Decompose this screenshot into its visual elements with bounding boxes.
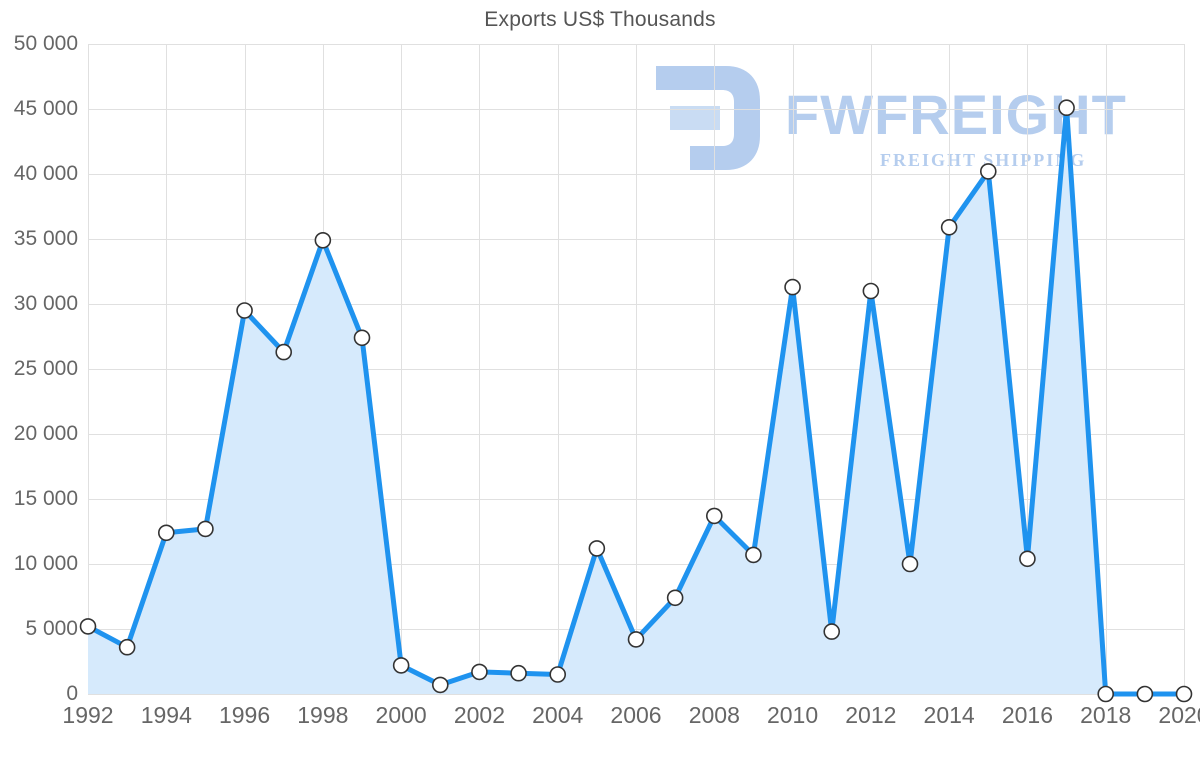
y-tick-label: 30 000 [13, 292, 78, 315]
data-point-marker[interactable] [940, 219, 958, 236]
y-tick-label: 15 000 [13, 487, 78, 510]
data-point-marker[interactable] [197, 520, 214, 538]
x-tick-label: 2018 [1080, 702, 1132, 728]
y-tick-label: 5 000 [25, 617, 78, 640]
y-gridline [88, 499, 1184, 500]
x-tick-label: 1992 [62, 702, 114, 728]
x-gridline [1184, 44, 1185, 694]
x-tick-label: 1998 [297, 702, 349, 728]
data-point-marker[interactable] [627, 631, 645, 648]
data-point-marker[interactable] [275, 343, 293, 361]
data-point-marker[interactable] [901, 555, 919, 573]
y-tick-label: 20 000 [13, 422, 78, 445]
data-point-marker[interactable] [392, 657, 410, 674]
data-point-marker[interactable] [118, 638, 136, 656]
x-tick-label: 2000 [375, 702, 427, 728]
y-gridline [88, 369, 1184, 370]
x-tick-label: 2012 [845, 702, 897, 728]
x-tick-label: 2008 [688, 702, 740, 728]
data-point-marker[interactable] [549, 666, 567, 683]
x-tick-label: 2002 [453, 702, 506, 728]
data-point-marker[interactable] [157, 524, 175, 542]
data-point-marker[interactable] [1058, 99, 1075, 117]
chart-title: Exports US$ Thousands [484, 8, 716, 31]
y-axis-labels: 0 5 000 10 000 15 000 20 000 25 000 30 000 35 0… [0, 32, 78, 705]
data-point-marker[interactable] [1136, 685, 1154, 703]
x-tick-label: 2020 [1158, 702, 1200, 728]
data-point-marker[interactable] [510, 664, 527, 682]
y-tick-label: 10 000 [13, 552, 78, 575]
data-point-marker[interactable] [314, 232, 332, 249]
data-point-marker[interactable] [79, 618, 97, 635]
data-point-marker[interactable] [1097, 685, 1115, 703]
data-point-marker[interactable] [823, 623, 841, 640]
data-point-marker[interactable] [1019, 550, 1036, 568]
x-axis-labels: 1992 1994 1996 1998 2000 2002 2004 2006 2008 2010… [62, 702, 1200, 742]
exports-area-series [79, 99, 1193, 703]
data-point-marker[interactable] [353, 329, 371, 347]
y-gridline [88, 44, 1184, 45]
x-tick-label: 2006 [610, 702, 662, 728]
y-tick-label: 25 000 [13, 357, 78, 380]
y-gridline [88, 434, 1184, 435]
y-gridline [88, 109, 1184, 110]
x-tick-label: 2010 [766, 702, 819, 728]
y-gridline [88, 694, 1184, 695]
data-point-marker[interactable] [784, 278, 801, 296]
data-point-marker[interactable] [666, 589, 684, 607]
x-tick-label: 2004 [532, 702, 584, 728]
y-gridline [88, 239, 1184, 240]
y-tick-label: 35 000 [13, 227, 78, 250]
x-tick-label: 2016 [1001, 702, 1054, 728]
data-point-marker[interactable] [979, 163, 997, 180]
y-tick-label: 0 [66, 682, 78, 705]
data-point-marker[interactable] [588, 540, 606, 557]
y-gridline [88, 564, 1184, 565]
y-gridline [88, 174, 1184, 175]
data-point-marker[interactable] [862, 282, 880, 300]
y-gridline [88, 304, 1184, 305]
x-tick-label: 1996 [218, 702, 271, 728]
y-tick-label: 45 000 [13, 97, 78, 120]
data-point-marker[interactable] [236, 302, 253, 319]
data-point-marker[interactable] [705, 507, 723, 525]
y-tick-label: 40 000 [13, 162, 78, 185]
area-fill [88, 107, 1184, 694]
data-point-marker[interactable] [471, 663, 488, 681]
plot-area [79, 44, 1193, 703]
y-tick-label: 50 000 [13, 32, 78, 55]
data-point-marker[interactable] [431, 676, 449, 694]
data-point-marker[interactable] [1175, 685, 1193, 703]
x-tick-label: 2014 [923, 702, 975, 728]
y-gridline [88, 629, 1184, 630]
data-point-marker[interactable] [745, 546, 762, 564]
x-tick-label: 1994 [140, 702, 192, 728]
